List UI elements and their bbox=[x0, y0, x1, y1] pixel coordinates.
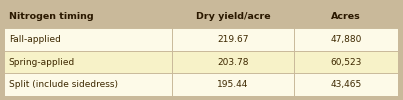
Bar bbox=[5, 4, 172, 28]
Text: 43,465: 43,465 bbox=[330, 80, 361, 89]
Text: Nitrogen timing: Nitrogen timing bbox=[9, 12, 93, 21]
Text: 195.44: 195.44 bbox=[217, 80, 249, 89]
Bar bbox=[5, 51, 172, 74]
Bar bbox=[294, 51, 398, 74]
Text: 60,523: 60,523 bbox=[330, 58, 362, 67]
Bar bbox=[294, 74, 398, 96]
Text: Split (include sidedress): Split (include sidedress) bbox=[9, 80, 118, 89]
Bar bbox=[172, 4, 294, 28]
Text: 203.78: 203.78 bbox=[217, 58, 249, 67]
Bar bbox=[172, 28, 294, 51]
Text: Fall-applied: Fall-applied bbox=[9, 35, 61, 44]
Bar bbox=[5, 28, 172, 51]
Text: Dry yield/acre: Dry yield/acre bbox=[195, 12, 270, 21]
Text: Spring-applied: Spring-applied bbox=[9, 58, 75, 67]
Bar bbox=[5, 74, 172, 96]
Text: Acres: Acres bbox=[331, 12, 361, 21]
Bar bbox=[294, 4, 398, 28]
Text: 219.67: 219.67 bbox=[217, 35, 249, 44]
Bar bbox=[172, 51, 294, 74]
Bar bbox=[294, 28, 398, 51]
Bar bbox=[172, 74, 294, 96]
Text: 47,880: 47,880 bbox=[330, 35, 362, 44]
